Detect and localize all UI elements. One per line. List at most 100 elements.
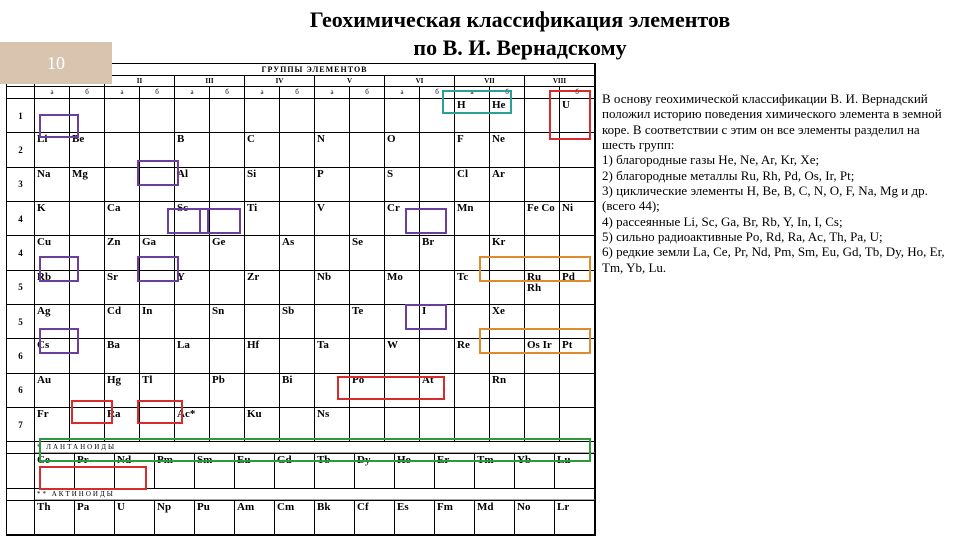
classification-item: 5) сильно радиоактивные Po, Rd, Ra, Ac, … [602,229,954,244]
element-cell: N [315,133,350,166]
element-cell: Ge [210,236,245,269]
element-cell: Ta [315,339,350,372]
element-cell [175,305,210,338]
lanthanides-row: CePrNdPmSmEuGdTbDyHoErTmYbLu [7,454,595,488]
element-cell [140,202,175,235]
element-cell: C [245,133,280,166]
element-cell [525,374,560,407]
element-cell [140,168,175,201]
element-cell [70,408,105,441]
element-cell: Sn [210,305,245,338]
element-cell [350,133,385,166]
element-cell [350,408,385,441]
element-cell: Se [350,236,385,269]
element-cell [175,99,210,132]
element-cell [560,168,595,201]
element-cell [350,168,385,201]
element-cell [140,133,175,166]
slide-title: Геохимическая классификация элементов по… [0,0,960,61]
element-cell: Pm [155,454,195,487]
element-cell [280,133,315,166]
element-cell: Cm [275,501,315,534]
element-cell: Ho [395,454,435,487]
element-cell [420,168,455,201]
element-cell: Re [455,339,490,372]
element-cell: Ti [245,202,280,235]
element-cell: Eu [235,454,275,487]
element-cell: No [515,501,555,534]
table-row: 6Au Hg Tl Pb Bi Po At Rn [7,374,595,408]
element-cell [385,99,420,132]
classification-item: 4) рассеянные Li, Sc, Ga, Br, Rb, Y, In,… [602,214,954,229]
element-cell [560,236,595,269]
element-cell: K [35,202,70,235]
element-cell: Sc [175,202,210,235]
element-cell: Ac* [175,408,210,441]
element-cell [280,202,315,235]
element-cell: Lu [555,454,595,487]
element-cell [315,236,350,269]
table-row: 4Cu Zn Ga Ge As Se Br Kr [7,236,595,270]
element-cell: P [315,168,350,201]
element-cell [350,271,385,304]
classification-item: 1) благородные газы He, Ne, Ar, Kr, Xe; [602,152,954,167]
element-cell: Fm [435,501,475,534]
element-cell [455,236,490,269]
element-cell: Cr [385,202,420,235]
element-cell [315,305,350,338]
element-cell: Ar [490,168,525,201]
element-cell [525,236,560,269]
element-cell [210,339,245,372]
element-cell: Cl [455,168,490,201]
element-cell [525,408,560,441]
table-row: 7Fr Ra Ac* Ku Ns [7,408,595,442]
element-cell: W [385,339,420,372]
element-cell [560,133,595,166]
element-cell [210,133,245,166]
element-cell: Fe Co [525,202,560,235]
element-cell [350,99,385,132]
element-cell: Tb [315,454,355,487]
element-cell: I [420,305,455,338]
actinides-label: ** АКТИНОИДЫ [7,489,595,501]
element-cell [210,168,245,201]
element-cell: Cf [355,501,395,534]
element-cell [140,99,175,132]
element-cell: Ba [105,339,140,372]
element-cell: Ni [560,202,595,235]
element-cell: Zn [105,236,140,269]
slide-number-badge: 10 [0,42,112,84]
element-cell [420,339,455,372]
element-cell [175,236,210,269]
element-cell: Tc [455,271,490,304]
element-cell: Zr [245,271,280,304]
element-cell: Cs [35,339,70,372]
element-cell [385,374,420,407]
element-cell: Bk [315,501,355,534]
element-cell: Nd [115,454,155,487]
element-cell: Be [70,133,105,166]
element-cell [420,271,455,304]
element-cell: Os Ir [525,339,560,372]
element-cell [210,271,245,304]
element-cell [70,236,105,269]
element-cell: O [385,133,420,166]
element-cell: Tl [140,374,175,407]
element-cell [245,374,280,407]
element-cell: Te [350,305,385,338]
element-cell: Hf [245,339,280,372]
element-cell [420,408,455,441]
element-cell [490,339,525,372]
classification-item: 3) циклические элементы H, Be, B, C, N, … [602,183,954,214]
element-cell: Pt [560,339,595,372]
element-cell: La [175,339,210,372]
element-cell: Es [395,501,435,534]
element-cell [350,339,385,372]
table-row: 6Cs Ba La Hf Ta W Re Os Ir Pt [7,339,595,373]
element-cell: Mo [385,271,420,304]
element-cell: Np [155,501,195,534]
element-cell [245,236,280,269]
element-cell: Dy [355,454,395,487]
element-cell [210,99,245,132]
element-cell: Pa [75,501,115,534]
